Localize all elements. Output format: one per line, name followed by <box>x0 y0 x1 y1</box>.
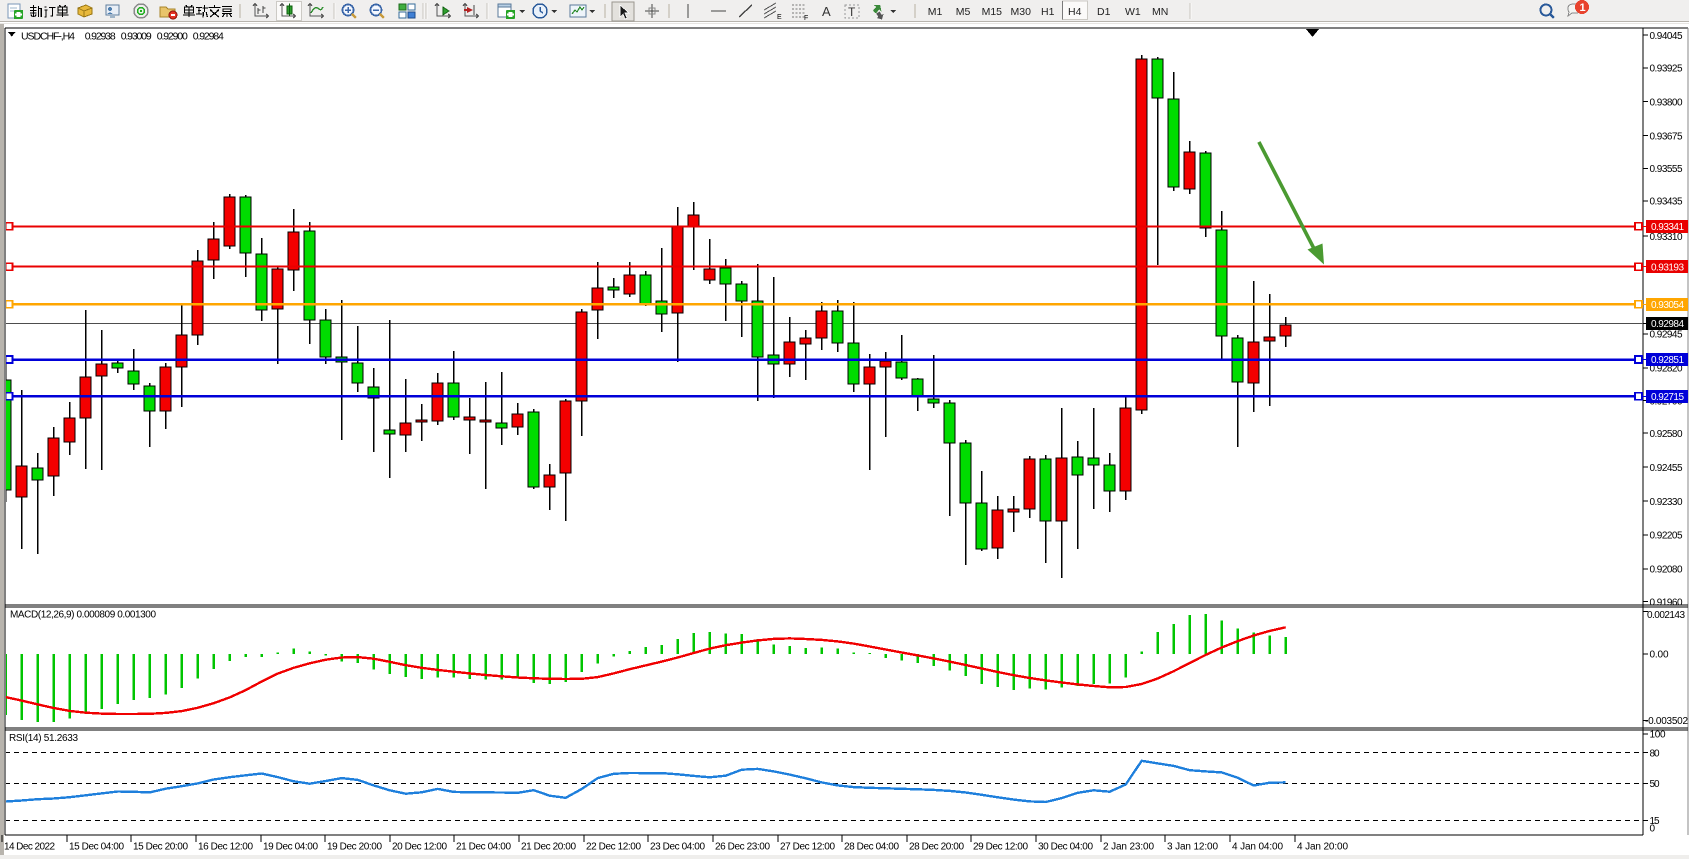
svg-text:0.94045: 0.94045 <box>1650 31 1683 42</box>
svg-text:0.93009: 0.93009 <box>121 31 152 43</box>
svg-text:2 Jan 23:00: 2 Jan 23:00 <box>1103 842 1154 853</box>
svg-text:H4: H4 <box>1068 6 1082 18</box>
svg-text:19 Dec 04:00: 19 Dec 04:00 <box>263 842 318 853</box>
svg-text:T: T <box>848 5 856 19</box>
svg-text:0.92945: 0.92945 <box>1650 330 1683 341</box>
svg-text:19 Dec 20:00: 19 Dec 20:00 <box>327 842 382 853</box>
svg-text:30 Dec 04:00: 30 Dec 04:00 <box>1038 842 1093 853</box>
svg-text:0.93310: 0.93310 <box>1650 232 1683 243</box>
svg-text:MN: MN <box>1152 6 1168 18</box>
svg-text:0: 0 <box>1650 824 1656 835</box>
svg-text:0.93435: 0.93435 <box>1650 197 1683 208</box>
svg-text:0.92984: 0.92984 <box>193 31 224 43</box>
svg-text:4 Jan 04:00: 4 Jan 04:00 <box>1232 842 1283 853</box>
svg-text:0.93675: 0.93675 <box>1650 131 1683 142</box>
svg-text:0.91960: 0.91960 <box>1650 597 1683 608</box>
svg-text:50: 50 <box>1650 779 1660 790</box>
svg-text:21 Dec 04:00: 21 Dec 04:00 <box>456 842 511 853</box>
svg-text:M30: M30 <box>1011 6 1032 18</box>
svg-text:0.002143: 0.002143 <box>1647 610 1685 621</box>
svg-text:0.92938: 0.92938 <box>85 31 116 43</box>
svg-text:1: 1 <box>1580 2 1586 14</box>
svg-text:M15: M15 <box>982 6 1003 18</box>
svg-text:W1: W1 <box>1125 6 1141 18</box>
svg-text:0.93341: 0.93341 <box>1651 222 1684 233</box>
svg-text:15: 15 <box>1650 816 1660 827</box>
svg-text:100: 100 <box>1650 730 1666 741</box>
svg-text:0.93925: 0.93925 <box>1650 64 1683 75</box>
svg-text:23 Dec 04:00: 23 Dec 04:00 <box>650 842 705 853</box>
svg-text:28 Dec 20:00: 28 Dec 20:00 <box>909 842 964 853</box>
svg-text:0.00: 0.00 <box>1650 650 1669 661</box>
svg-text:0.93555: 0.93555 <box>1650 164 1683 175</box>
svg-text:0.92715: 0.92715 <box>1651 392 1684 403</box>
svg-text:0.92851: 0.92851 <box>1651 355 1684 366</box>
svg-text:M5: M5 <box>956 6 971 18</box>
svg-text:80: 80 <box>1650 748 1660 759</box>
svg-text:0.92580: 0.92580 <box>1650 429 1683 440</box>
svg-text:0.92900: 0.92900 <box>157 31 188 43</box>
svg-text:0.92984: 0.92984 <box>1651 319 1684 330</box>
svg-text:0.92820: 0.92820 <box>1650 364 1683 375</box>
svg-text:M1: M1 <box>928 6 943 18</box>
svg-text:16 Dec 12:00: 16 Dec 12:00 <box>198 842 253 853</box>
svg-text:0.93054: 0.93054 <box>1651 300 1684 311</box>
svg-text:22 Dec 12:00: 22 Dec 12:00 <box>586 842 641 853</box>
svg-text:29 Dec 12:00: 29 Dec 12:00 <box>973 842 1028 853</box>
svg-text:26 Dec 23:00: 26 Dec 23:00 <box>715 842 770 853</box>
svg-text:F: F <box>804 15 808 22</box>
svg-text:0.92080: 0.92080 <box>1650 565 1683 576</box>
svg-text:USDCHF-,H4: USDCHF-,H4 <box>21 31 75 43</box>
svg-text:4 Jan 20:00: 4 Jan 20:00 <box>1297 842 1348 853</box>
svg-text:A: A <box>822 4 831 19</box>
svg-text:20 Dec 12:00: 20 Dec 12:00 <box>392 842 447 853</box>
svg-text:0.92455: 0.92455 <box>1650 463 1683 474</box>
svg-text:3 Jan 12:00: 3 Jan 12:00 <box>1167 842 1218 853</box>
svg-text:H1: H1 <box>1041 6 1055 18</box>
svg-text:14 Dec 2022: 14 Dec 2022 <box>4 842 55 853</box>
svg-text:-0.003502: -0.003502 <box>1645 716 1688 727</box>
svg-text:0.93800: 0.93800 <box>1650 97 1683 108</box>
svg-text:0.92205: 0.92205 <box>1650 531 1683 542</box>
svg-text:D1: D1 <box>1097 6 1111 18</box>
svg-text:28 Dec 04:00: 28 Dec 04:00 <box>844 842 899 853</box>
svg-text:21 Dec 20:00: 21 Dec 20:00 <box>521 842 576 853</box>
svg-text:0.93193: 0.93193 <box>1651 262 1684 273</box>
svg-text:0.92330: 0.92330 <box>1650 497 1683 508</box>
svg-text:MACD(12,26,9) 0.000809 0.00130: MACD(12,26,9) 0.000809 0.001300 <box>10 610 156 621</box>
svg-text:RSI(14) 51.2633: RSI(14) 51.2633 <box>9 733 78 744</box>
svg-text:27 Dec 12:00: 27 Dec 12:00 <box>780 842 835 853</box>
svg-text:15 Dec 04:00: 15 Dec 04:00 <box>69 842 124 853</box>
svg-text:E: E <box>777 14 782 21</box>
svg-text:15 Dec 20:00: 15 Dec 20:00 <box>133 842 188 853</box>
